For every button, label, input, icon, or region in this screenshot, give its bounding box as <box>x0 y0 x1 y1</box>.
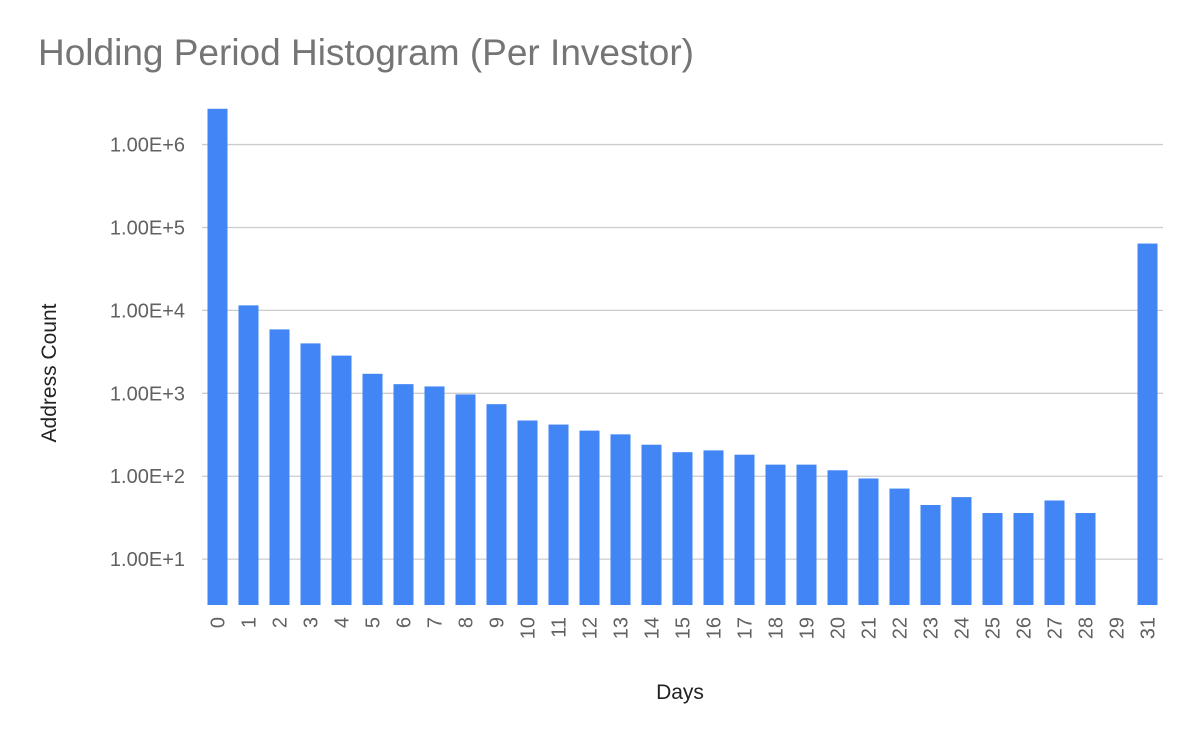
bar-23 <box>920 504 941 605</box>
x-tick-label: 19 <box>797 617 819 639</box>
x-tick-label: 12 <box>580 617 602 639</box>
x-tick-label: 18 <box>766 617 788 639</box>
x-tick-label: 7 <box>425 617 447 628</box>
x-tick-label: 2 <box>270 617 292 628</box>
x-tick-label: 29 <box>1107 617 1129 639</box>
y-tick-label: 1.00E+4 <box>110 300 185 322</box>
x-tick-label: 3 <box>301 617 323 628</box>
x-tick-label: 28 <box>1076 617 1098 639</box>
y-axis-title: Address Count <box>38 303 61 442</box>
bar-10 <box>517 420 538 605</box>
x-tick-label: 17 <box>735 617 757 639</box>
x-tick-label: 1 <box>239 617 261 628</box>
y-tick-label: 1.00E+3 <box>110 383 185 405</box>
x-tick-label: 9 <box>487 617 509 628</box>
x-tick-label: 5 <box>363 617 385 628</box>
y-tick-label: 1.00E+5 <box>110 217 185 239</box>
x-tick-label: 14 <box>642 617 664 639</box>
x-tick-label: 27 <box>1045 617 1067 639</box>
x-tick-label: 31 <box>1138 617 1160 639</box>
bar-0 <box>207 108 228 605</box>
x-tick-label: 21 <box>859 617 881 639</box>
y-tick-label: 1.00E+6 <box>110 135 185 157</box>
y-tick-label: 1.00E+2 <box>110 466 185 488</box>
bar-3 <box>300 343 321 605</box>
bar-4 <box>331 355 352 605</box>
bar-25 <box>982 513 1003 605</box>
x-axis-title: Days <box>656 681 704 704</box>
x-tick-label: 11 <box>549 617 571 638</box>
bar-9 <box>486 404 507 605</box>
bar-15 <box>672 452 693 605</box>
bar-24 <box>951 497 972 605</box>
bar-2 <box>269 329 290 605</box>
bar-28 <box>1075 513 1096 605</box>
bar-7 <box>424 386 445 605</box>
bar-11 <box>548 424 569 605</box>
bar-18 <box>765 464 786 605</box>
bar-6 <box>393 384 414 605</box>
x-tick-label: 8 <box>456 617 478 628</box>
bar-1 <box>238 305 259 605</box>
bar-16 <box>703 450 724 605</box>
x-tick-label: 26 <box>1014 617 1036 639</box>
x-tick-label: 0 <box>208 617 230 628</box>
bar-20 <box>827 470 848 605</box>
bar-17 <box>734 454 755 605</box>
bar-27 <box>1044 500 1065 605</box>
bar-14 <box>641 444 662 605</box>
bar-8 <box>455 394 476 605</box>
x-tick-label: 24 <box>952 617 974 639</box>
bar-19 <box>796 464 817 605</box>
y-tick-label: 1.00E+1 <box>110 549 185 571</box>
bar-21 <box>858 478 879 605</box>
x-tick-label: 4 <box>332 617 354 628</box>
x-tick-label: 13 <box>611 617 633 639</box>
x-tick-label: 25 <box>983 617 1005 639</box>
x-tick-label: 6 <box>394 617 416 628</box>
x-tick-label: 22 <box>890 617 912 639</box>
bar-12 <box>579 430 600 605</box>
bar-13 <box>610 434 631 605</box>
x-tick-label: 23 <box>921 617 943 639</box>
bar-26 <box>1013 513 1034 605</box>
bar-22 <box>889 488 910 605</box>
x-tick-label: 20 <box>828 617 850 639</box>
bar-31 <box>1137 243 1158 605</box>
chart-title: Holding Period Histogram (Per Investor) <box>38 32 694 73</box>
x-tick-label: 15 <box>673 617 695 639</box>
x-tick-label: 10 <box>518 617 540 639</box>
x-tick-label: 16 <box>704 617 726 639</box>
bar-5 <box>362 373 383 605</box>
